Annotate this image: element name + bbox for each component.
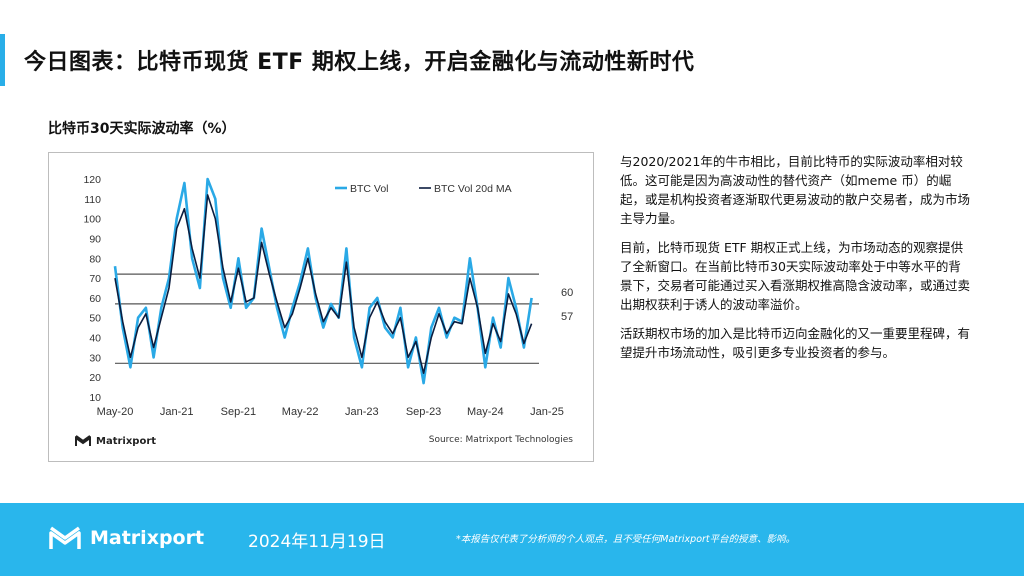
chart-svg: 10 20 30 40 50 60 70 80 90 100 110 120 May-20 Jan-21 S… [83,174,573,418]
y-tick-label: 110 [84,194,101,206]
y-tick-label: 20 [89,372,101,384]
chart-brand-logo: Matrixport [75,435,156,447]
report-date: 2024年11月19日 [248,532,386,552]
y-tick-label: 10 [89,392,101,404]
footer-brand-name: Matrixport [90,527,205,549]
x-tick-label: Sep-23 [406,406,441,418]
chart-container: 10 20 30 40 50 60 70 80 90 100 110 120 May-20 Jan-21 S… [48,152,594,462]
commentary-paragraph-3: 活跃期权市场的加入是比特币迈向金融化的又一重要里程碑，有望提升市场流动性，吸引更… [620,326,971,360]
legend-label: BTC Vol 20d MA [434,183,512,195]
y-tick-label: 80 [89,253,101,265]
x-tick-label: Sep-21 [221,406,256,418]
commentary-paragraph-2: 目前，比特币现货 ETF 期权正式上线，为市场动态的观察提供了全新窗口。在当前比… [620,240,971,312]
chart-source: Source: Matrixport Technologies [428,435,573,445]
x-tick-label: Jan-21 [160,406,194,418]
x-tick-label: May-22 [282,406,319,418]
disclaimer: *本报告仅代表了分析师的个人观点，且不受任何Matrixport平台的授意、影响… [456,534,796,545]
y-tick-label: 120 [83,174,101,186]
chart-brand-name: Matrixport [96,435,157,447]
series-line-btc-vol-ma [114,194,533,374]
matrixport-mark-icon [75,435,91,446]
footer-bar: Matrixport 2024年11月19日 *本报告仅代表了分析师的个人观点，… [0,503,1024,576]
commentary-paragraph-1: 与2020/2021年的牛市相比，目前比特币的实际波动率相对较低。这可能是因为高… [620,154,971,226]
title-accent-bar [0,34,5,86]
x-tick-label: Jan-25 [530,406,564,418]
x-tick-label: May-24 [467,406,504,418]
legend-label: BTC Vol [350,183,389,195]
matrixport-logo-icon [49,526,81,549]
commentary: 与2020/2021年的牛市相比，目前比特币的实际波动率相对较低。这可能是因为高… [620,152,970,372]
end-value-label: 60 [561,287,573,299]
y-tick-label: 100 [83,214,101,226]
end-value-label: 57 [561,311,573,323]
x-tick-label: May-20 [97,406,134,418]
y-tick-label: 40 [89,333,101,345]
x-tick-label: Jan-23 [345,406,379,418]
chart-title: 比特币30天实际波动率（%） [48,121,236,137]
footer-brand-logo: Matrixport [48,525,204,551]
y-tick-label: 50 [89,313,101,325]
y-tick-label: 60 [89,293,101,305]
y-tick-label: 70 [89,273,101,285]
y-tick-label: 90 [89,233,101,245]
page-title: 今日图表：比特币现货 ETF 期权上线，开启金融化与流动性新时代 [24,50,695,75]
y-tick-label: 30 [89,352,101,364]
